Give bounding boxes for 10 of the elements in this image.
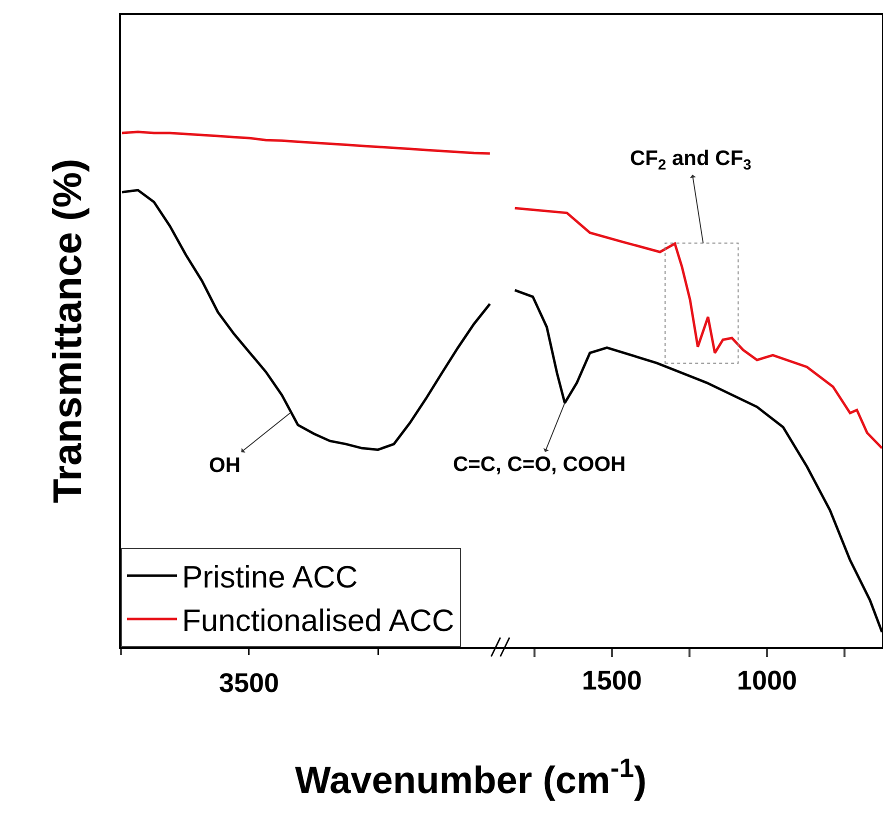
legend-label: Functionalised ACC bbox=[182, 603, 454, 638]
x-axis-title: Wavenumber (cm$^{-1}$) bbox=[295, 753, 647, 802]
text: 3500 bbox=[219, 668, 280, 698]
legend-label: Pristine ACC bbox=[182, 560, 358, 595]
y-axis-title: Transmittance (%) bbox=[46, 158, 90, 504]
annotation: C=C, C=O, COOH bbox=[453, 453, 626, 476]
x-tick-label: 1000 bbox=[736, 665, 797, 696]
annotation: OH bbox=[209, 454, 240, 477]
text: CF$_{2}$ and CF$_{3}$ bbox=[630, 147, 752, 174]
x-tick-label: 1500 bbox=[582, 665, 642, 696]
